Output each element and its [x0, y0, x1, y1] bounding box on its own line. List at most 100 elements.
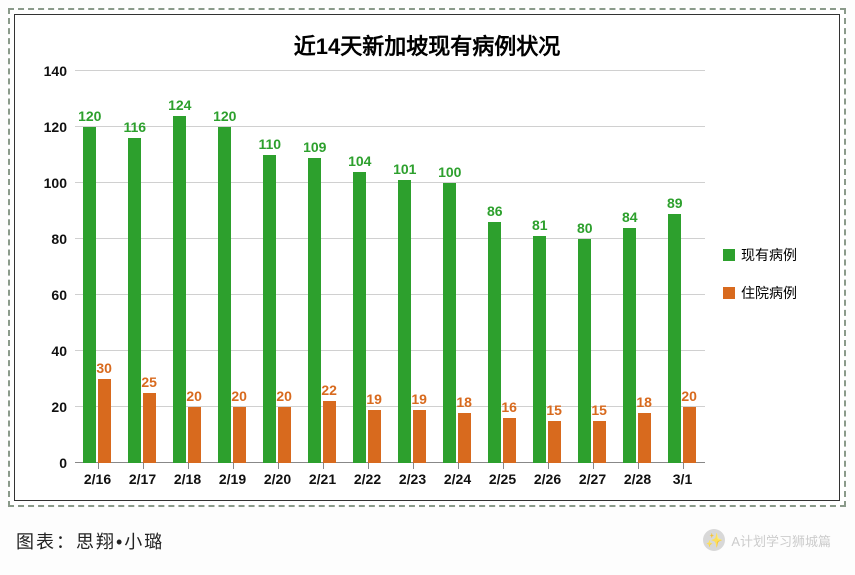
chart-credit: 图表：思翔•小璐 — [16, 528, 164, 554]
bar: 89 — [668, 214, 681, 463]
legend-item: 住院病例 — [723, 283, 797, 303]
bar: 109 — [308, 158, 321, 463]
bar: 16 — [503, 418, 516, 463]
y-tick-label: 20 — [51, 399, 67, 415]
bar-value-label: 120 — [213, 108, 236, 124]
bar-value-label: 84 — [622, 209, 638, 225]
y-tick-label: 40 — [51, 343, 67, 359]
bar-value-label: 22 — [321, 382, 337, 398]
bar-value-label: 20 — [681, 388, 697, 404]
bar-value-label: 25 — [141, 374, 157, 390]
bar: 84 — [623, 228, 636, 463]
x-tick-mark — [503, 463, 504, 469]
bar-value-label: 116 — [123, 119, 146, 135]
bar: 80 — [578, 239, 591, 463]
x-tick-label: 2/24 — [444, 471, 471, 487]
legend-item: 现有病例 — [723, 245, 797, 265]
legend-swatch-icon — [723, 287, 735, 299]
bar-value-label: 110 — [258, 136, 281, 152]
bar: 15 — [548, 421, 561, 463]
x-tick-mark — [188, 463, 189, 469]
x-tick-label: 2/25 — [489, 471, 516, 487]
bar: 25 — [143, 393, 156, 463]
gridline — [75, 70, 705, 71]
bar-value-label: 15 — [546, 402, 562, 418]
bar: 86 — [488, 222, 501, 463]
x-tick-label: 2/18 — [174, 471, 201, 487]
bar-value-label: 124 — [168, 97, 191, 113]
legend: 现有病例 住院病例 — [723, 245, 797, 321]
bar-value-label: 18 — [456, 394, 472, 410]
gridline — [75, 406, 705, 407]
chart-outer-frame: 近14天新加坡现有病例状况 0204060801001201402/161203… — [8, 8, 846, 507]
bar: 15 — [593, 421, 606, 463]
x-tick-label: 2/17 — [129, 471, 156, 487]
bar-value-label: 86 — [487, 203, 503, 219]
bar: 124 — [173, 116, 186, 463]
bar-value-label: 19 — [366, 391, 382, 407]
bar: 20 — [233, 407, 246, 463]
bar: 30 — [98, 379, 111, 463]
x-tick-mark — [368, 463, 369, 469]
bar-value-label: 80 — [577, 220, 593, 236]
watermark-text: A计划学习狮城篇 — [731, 531, 831, 550]
bar: 20 — [278, 407, 291, 463]
y-tick-label: 60 — [51, 287, 67, 303]
bar: 120 — [218, 127, 231, 463]
x-tick-label: 2/27 — [579, 471, 606, 487]
x-tick-label: 3/1 — [673, 471, 692, 487]
bar-value-label: 20 — [276, 388, 292, 404]
bar: 100 — [443, 183, 456, 463]
bar-value-label: 81 — [532, 217, 548, 233]
chart-inner-frame: 近14天新加坡现有病例状况 0204060801001201402/161203… — [14, 14, 840, 501]
bar: 20 — [188, 407, 201, 463]
y-tick-label: 140 — [44, 63, 67, 79]
x-tick-mark — [413, 463, 414, 469]
bar: 116 — [128, 138, 141, 463]
gridline — [75, 182, 705, 183]
watermark-icon: ✨ — [703, 529, 725, 551]
x-tick-mark — [278, 463, 279, 469]
bar: 18 — [458, 413, 471, 463]
x-tick-label: 2/22 — [354, 471, 381, 487]
bar: 19 — [368, 410, 381, 463]
bar: 18 — [638, 413, 651, 463]
bar-value-label: 89 — [667, 195, 683, 211]
x-tick-label: 2/19 — [219, 471, 246, 487]
bar-value-label: 109 — [303, 139, 326, 155]
x-tick-mark — [98, 463, 99, 469]
bar-value-label: 100 — [438, 164, 461, 180]
x-tick-mark — [593, 463, 594, 469]
x-tick-label: 2/20 — [264, 471, 291, 487]
bar: 104 — [353, 172, 366, 463]
bar: 22 — [323, 401, 336, 463]
gridline — [75, 294, 705, 295]
x-tick-label: 2/28 — [624, 471, 651, 487]
x-tick-mark — [233, 463, 234, 469]
bar-value-label: 30 — [96, 360, 112, 376]
bar: 81 — [533, 236, 546, 463]
legend-swatch-icon — [723, 249, 735, 261]
bar-value-label: 101 — [393, 161, 416, 177]
bar: 110 — [263, 155, 276, 463]
bar-value-label: 120 — [78, 108, 101, 124]
bar: 19 — [413, 410, 426, 463]
bar-value-label: 20 — [186, 388, 202, 404]
legend-label: 现有病例 — [741, 245, 797, 265]
x-tick-mark — [638, 463, 639, 469]
gridline — [75, 350, 705, 351]
watermark: ✨ A计划学习狮城篇 — [703, 529, 831, 551]
gridline — [75, 238, 705, 239]
bar: 120 — [83, 127, 96, 463]
bar: 101 — [398, 180, 411, 463]
bar-value-label: 16 — [501, 399, 517, 415]
bar: 20 — [683, 407, 696, 463]
x-tick-mark — [143, 463, 144, 469]
gridline — [75, 126, 705, 127]
x-tick-mark — [458, 463, 459, 469]
y-tick-label: 80 — [51, 231, 67, 247]
x-tick-mark — [548, 463, 549, 469]
x-tick-label: 2/23 — [399, 471, 426, 487]
chart-title: 近14天新加坡现有病例状况 — [15, 29, 839, 61]
bar-value-label: 104 — [348, 153, 371, 169]
